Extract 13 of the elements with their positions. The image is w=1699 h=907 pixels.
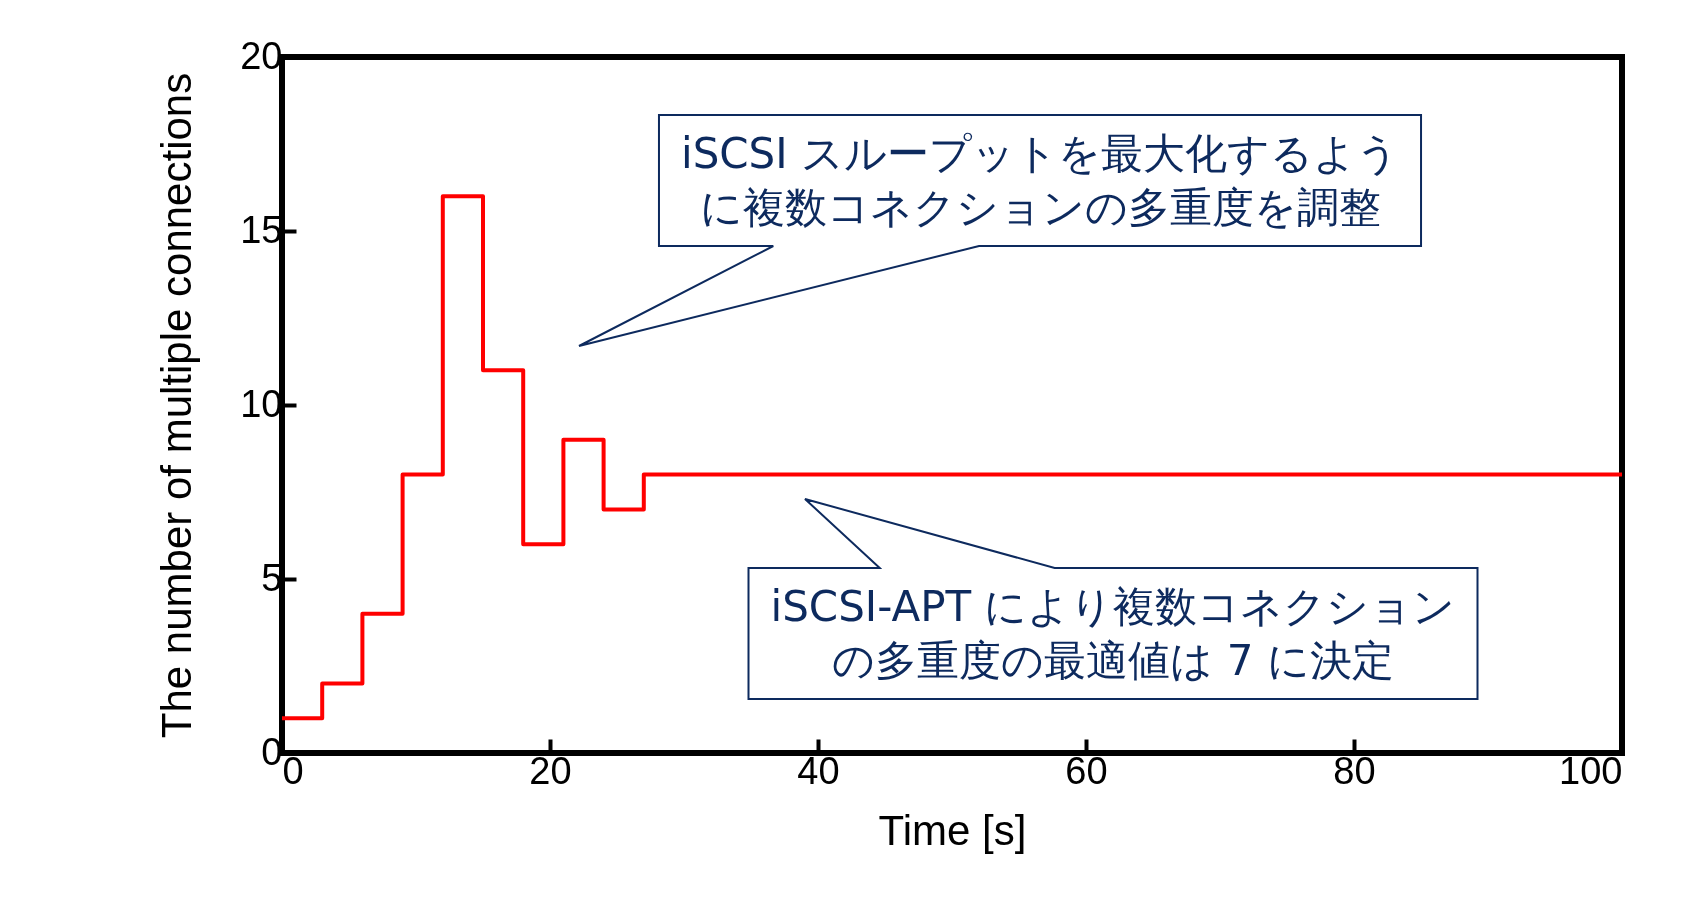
annotation: iSCSI スループットを最大化するように複数コネクションの多重度を調整: [680, 129, 1400, 232]
annotation: iSCSI-APT により複数コネクションの多重度の最適値は 7 に決定: [770, 582, 1456, 685]
y-tick-label: 15: [240, 208, 283, 251]
x-tick-label: 60: [1065, 749, 1108, 792]
x-tick-label: 40: [797, 749, 840, 792]
x-tick-label: 100: [1559, 749, 1623, 792]
x-tick-label: 80: [1333, 749, 1376, 792]
y-tick-label: 20: [240, 34, 283, 77]
callout-box: iSCSI-APT により複数コネクションの多重度の最適値は 7 に決定: [747, 498, 1479, 700]
callout-box: iSCSI スループットを最大化するように複数コネクションの多重度を調整: [578, 114, 1423, 347]
x-tick-label: 20: [529, 749, 572, 792]
x-axis-title: Time [s]: [878, 806, 1027, 854]
y-axis-title: The number of multiple connections: [153, 72, 201, 739]
